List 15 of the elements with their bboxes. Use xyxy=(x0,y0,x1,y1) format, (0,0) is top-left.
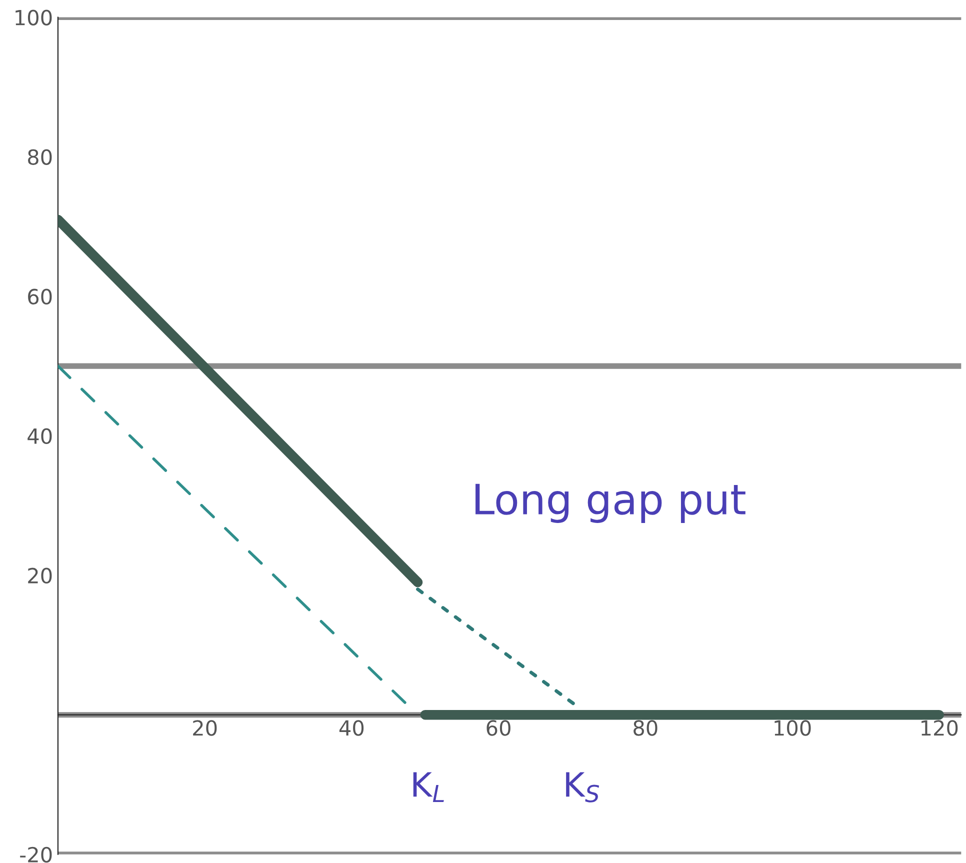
annotation: Long gap put xyxy=(476,484,746,523)
annotation: K$_{L}$ xyxy=(413,772,444,802)
x-tick-label: 100 xyxy=(774,720,811,736)
y-tick-label: 20 xyxy=(28,568,52,584)
y-tick-label: 60 xyxy=(28,288,52,305)
y-tick-label: 40 xyxy=(28,428,52,444)
x-tick-label: 60 xyxy=(486,720,510,736)
x-tick-label: 120 xyxy=(922,720,958,736)
x-tick-label: 40 xyxy=(339,720,364,736)
annotation: K$_{S}$ xyxy=(566,772,600,802)
y-tick-label: 100 xyxy=(16,10,52,26)
y-tick-label: 80 xyxy=(28,149,52,165)
x-tick-label: 80 xyxy=(634,720,658,736)
y-tick-label: -20 xyxy=(20,846,52,863)
x-tick-label: 20 xyxy=(193,720,217,736)
